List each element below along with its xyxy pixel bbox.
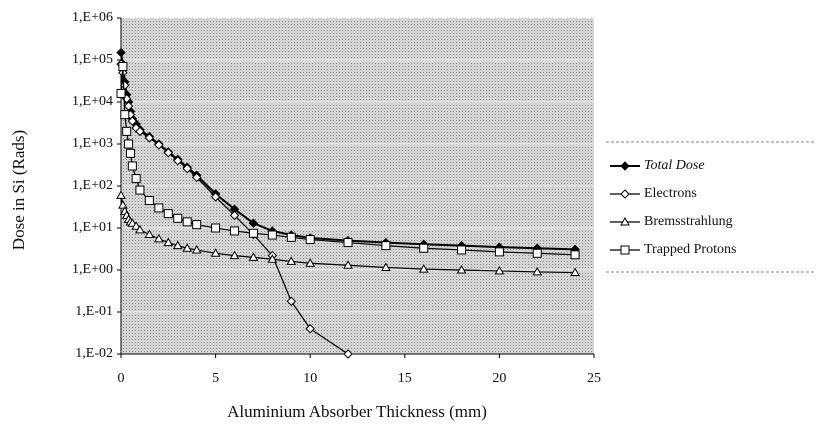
y-tick-label: 1,E+05 (72, 52, 113, 67)
marker (248, 218, 259, 228)
marker (135, 224, 145, 234)
marker (229, 210, 240, 221)
marker (173, 213, 183, 223)
y-tick-label: 1,E+04 (72, 94, 113, 109)
marker (381, 241, 391, 251)
marker (182, 217, 192, 227)
marker (154, 140, 164, 150)
marker (267, 254, 278, 263)
legend-label: Electrons (644, 186, 697, 201)
marker (131, 221, 141, 230)
marker (131, 174, 141, 184)
legend-marker (620, 245, 630, 255)
marker (343, 238, 353, 248)
marker (144, 196, 154, 206)
marker (182, 163, 192, 174)
legend-label: Bremsstrahlung (644, 214, 733, 229)
y-tick-label: 1,E+00 (72, 262, 113, 277)
y-tick-label: 1,E+01 (72, 220, 113, 235)
marker (118, 62, 128, 72)
marker (456, 264, 467, 274)
x-tick-label: 10 (303, 371, 317, 386)
marker (123, 101, 134, 111)
y-tick-label: 1,E+06 (72, 10, 113, 25)
x-tick-label: 5 (212, 371, 219, 386)
y-tick-label: 1,E-02 (75, 346, 113, 361)
y-tick-label: 1,E-01 (75, 304, 113, 319)
marker (210, 248, 221, 257)
x-tick-label: 0 (118, 371, 125, 386)
marker (343, 349, 353, 359)
marker (116, 47, 126, 58)
marker (229, 250, 240, 260)
marker (144, 133, 155, 143)
marker (494, 247, 504, 257)
legend-marker (620, 189, 630, 199)
marker (127, 161, 137, 171)
marker (163, 209, 173, 219)
x-axis-title: Aluminium Absorber Thickness (mm) (227, 402, 487, 421)
marker (457, 245, 467, 255)
marker (305, 235, 315, 245)
marker (570, 267, 580, 277)
marker (163, 237, 174, 247)
marker (532, 248, 542, 258)
marker (122, 126, 132, 136)
marker (381, 262, 391, 271)
marker (135, 126, 145, 137)
marker (494, 265, 505, 275)
marker (192, 220, 202, 230)
legend-marker (620, 216, 630, 226)
marker (120, 110, 130, 120)
legend-marker (620, 161, 630, 171)
x-tick-label: 25 (587, 371, 601, 386)
marker (116, 190, 126, 199)
marker (286, 296, 296, 306)
marker (191, 244, 202, 254)
marker (191, 172, 202, 183)
marker (248, 228, 258, 238)
marker (210, 192, 221, 202)
marker (286, 256, 297, 265)
marker (153, 233, 164, 243)
marker (418, 264, 429, 273)
marker (154, 203, 164, 213)
x-tick-label: 20 (492, 371, 506, 386)
series-line (120, 66, 576, 256)
legend-label: Total Dose (644, 158, 705, 173)
marker (163, 148, 174, 158)
marker (172, 240, 183, 250)
x-tick-label: 15 (398, 371, 412, 386)
marker (570, 250, 580, 260)
y-axis-title: Dose in Si (Rads) (9, 130, 28, 250)
marker (118, 200, 128, 209)
legend-label: Trapped Protons (644, 242, 736, 257)
marker (211, 223, 221, 233)
marker (230, 226, 240, 236)
marker (343, 260, 353, 269)
marker (419, 243, 429, 253)
marker (248, 252, 259, 261)
marker (127, 116, 138, 126)
marker (173, 156, 183, 166)
marker (144, 229, 155, 239)
marker (124, 139, 134, 149)
marker (182, 243, 193, 252)
marker (532, 266, 543, 276)
marker (305, 258, 316, 267)
marker (286, 232, 296, 242)
y-tick-label: 1,E+02 (72, 178, 113, 193)
marker (116, 88, 126, 98)
marker (305, 324, 315, 334)
y-tick-label: 1,E+03 (72, 136, 113, 151)
marker (125, 148, 135, 158)
marker (135, 185, 145, 195)
marker (267, 230, 277, 240)
